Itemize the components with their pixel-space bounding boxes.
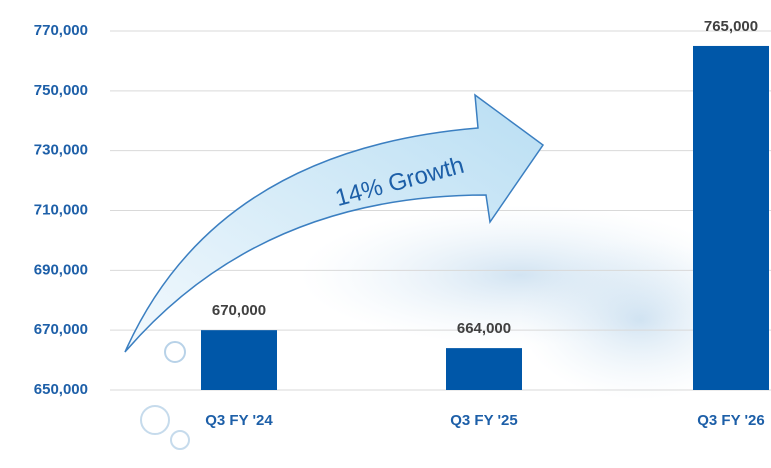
y-tick-label: 750,000 (34, 82, 88, 99)
y-tick-label: 670,000 (34, 321, 88, 338)
x-tick-label: Q3 FY '26 (697, 412, 765, 429)
bar (693, 45, 769, 390)
arrow-shape (124, 93, 545, 353)
y-tick-label: 770,000 (34, 22, 88, 39)
bar (201, 330, 277, 390)
bars (201, 45, 769, 390)
y-tick-label: 690,000 (34, 261, 88, 278)
value-label: 765,000 (704, 18, 758, 35)
bar (446, 348, 522, 390)
value-label: 670,000 (212, 302, 266, 319)
x-tick-label: Q3 FY '24 (205, 412, 273, 429)
x-tick-label: Q3 FY '25 (450, 412, 518, 429)
y-tick-label: 710,000 (34, 201, 88, 218)
value-label: 664,000 (457, 320, 511, 337)
y-tick-label: 730,000 (34, 142, 88, 159)
y-tick-label: 650,000 (34, 381, 88, 398)
